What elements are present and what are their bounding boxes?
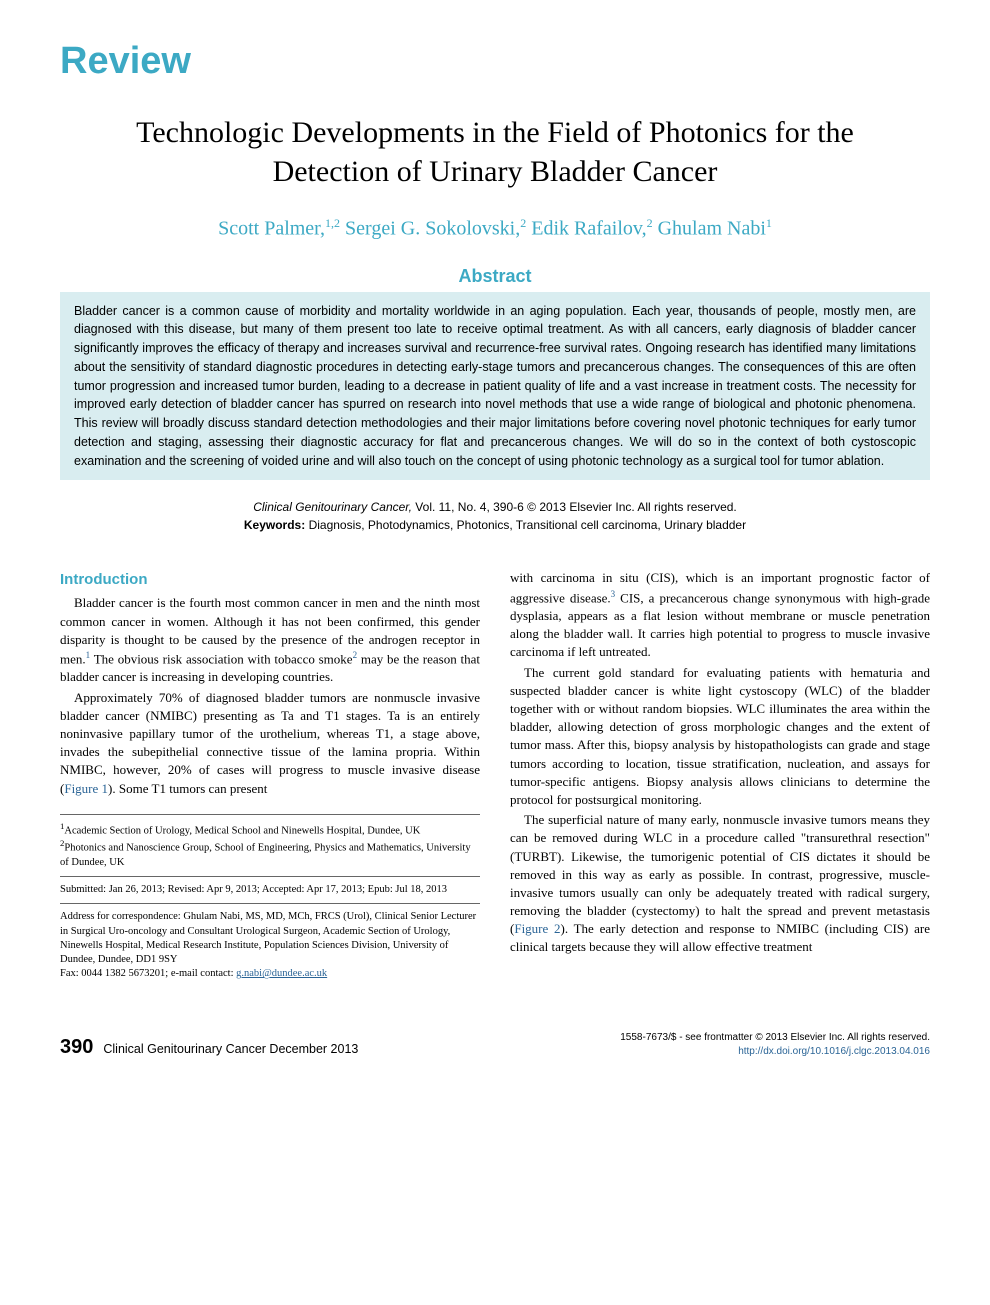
- body-paragraph: Approximately 70% of diagnosed bladder t…: [60, 689, 480, 798]
- body-paragraph: Bladder cancer is the fourth most common…: [60, 594, 480, 686]
- body-paragraph: The superficial nature of many early, no…: [510, 811, 930, 957]
- footer-doi-link[interactable]: http://dx.doi.org/10.1016/j.clgc.2013.04…: [620, 1045, 930, 1059]
- correspondence-email-link[interactable]: g.nabi@dundee.ac.uk: [236, 968, 327, 979]
- abstract-heading: Abstract: [60, 266, 930, 287]
- affiliations-block: 1Academic Section of Urology, Medical Sc…: [60, 814, 480, 982]
- right-column: with carcinoma in situ (CIS), which is a…: [510, 569, 930, 981]
- page-footer: 390 Clinical Genitourinary Cancer Decemb…: [60, 1031, 930, 1059]
- body-paragraph: with carcinoma in situ (CIS), which is a…: [510, 569, 930, 661]
- affiliation-2: 2Photonics and Nanoscience Group, School…: [60, 838, 480, 870]
- left-column: Introduction Bladder cancer is the fourt…: [60, 569, 480, 981]
- footer-journal-name: Clinical Genitourinary Cancer: [103, 1042, 266, 1056]
- body-paragraph: The current gold standard for evaluating…: [510, 664, 930, 810]
- authors-line: Scott Palmer,1,2 Sergei G. Sokolovski,2 …: [60, 216, 930, 241]
- body-columns: Introduction Bladder cancer is the fourt…: [60, 569, 930, 981]
- correspondence-address: Address for correspondence: Ghulam Nabi,…: [60, 910, 480, 967]
- article-title: Technologic Developments in the Field of…: [100, 113, 890, 191]
- citation-block: Clinical Genitourinary Cancer, Vol. 11, …: [160, 498, 830, 534]
- footer-right: 1558-7673/$ - see frontmatter © 2013 Els…: [620, 1031, 930, 1059]
- fax-text: Fax: 0044 1382 5673201; e-mail contact:: [60, 968, 236, 979]
- footer-issue-date: December 2013: [266, 1042, 358, 1056]
- keywords-list: Diagnosis, Photodynamics, Photonics, Tra…: [305, 518, 746, 532]
- affiliation-1: 1Academic Section of Urology, Medical Sc…: [60, 821, 480, 839]
- review-label: Review: [60, 40, 930, 83]
- footer-left: 390 Clinical Genitourinary Cancer Decemb…: [60, 1036, 358, 1059]
- submission-dates: Submitted: Jan 26, 2013; Revised: Apr 9,…: [60, 883, 480, 897]
- footer-issn: 1558-7673/$ - see frontmatter © 2013 Els…: [620, 1031, 930, 1045]
- citation-volinfo: Vol. 11, No. 4, 390-6 © 2013 Elsevier In…: [412, 500, 737, 514]
- abstract-text: Bladder cancer is a common cause of morb…: [60, 292, 930, 481]
- citation-journal: Clinical Genitourinary Cancer,: [253, 500, 412, 514]
- correspondence-fax-email: Fax: 0044 1382 5673201; e-mail contact: …: [60, 967, 480, 981]
- keywords-label: Keywords:: [244, 518, 305, 532]
- page-number: 390: [60, 1036, 93, 1059]
- footer-journal: Clinical Genitourinary Cancer December 2…: [103, 1042, 358, 1056]
- introduction-heading: Introduction: [60, 569, 480, 590]
